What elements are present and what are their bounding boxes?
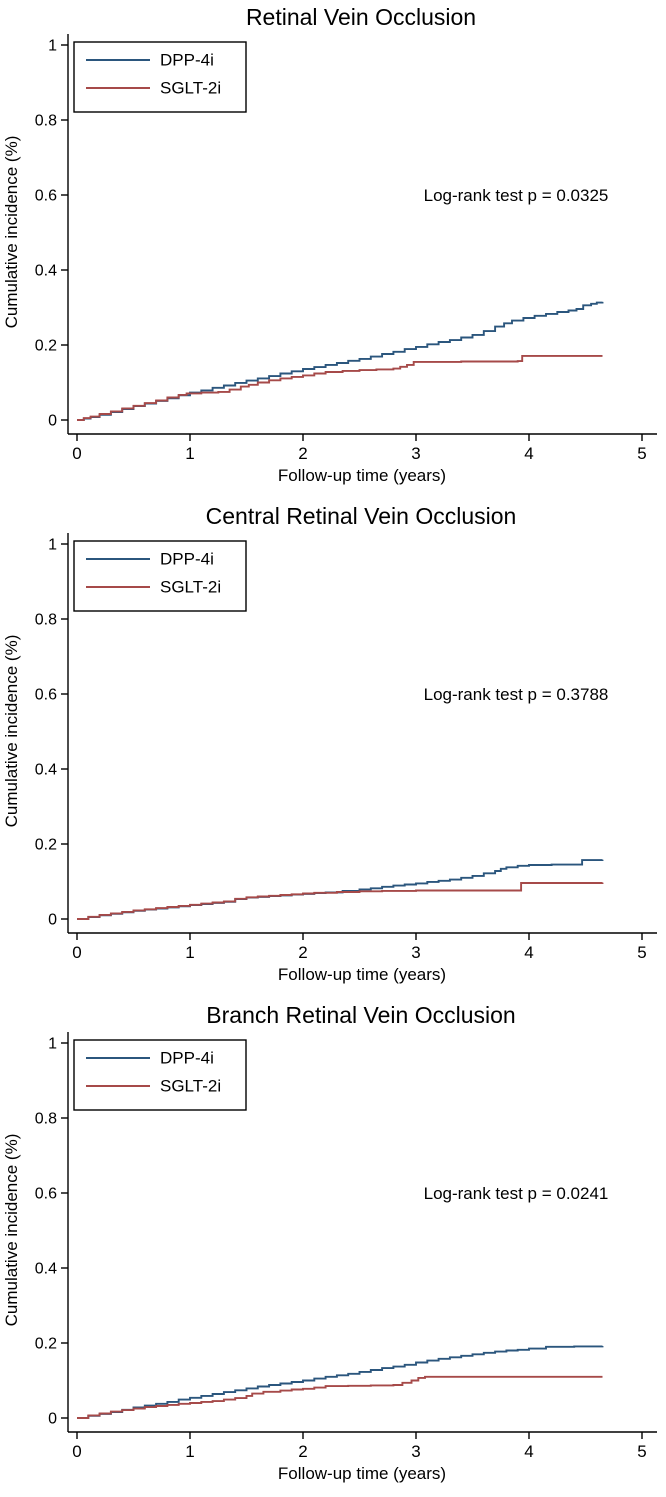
chart-block-crvo: Central Retinal Vein Occlusion 0 0.2 0.4 0.… (0, 499, 666, 998)
x-tick-label: 5 (637, 444, 646, 463)
legend: DPP-4i SGLT-2i (73, 1039, 247, 1111)
y-tick-label: 0.8 (35, 612, 57, 629)
legend-box (73, 1039, 247, 1111)
legend-label: DPP-4i (160, 550, 214, 569)
y-tick-label: 0.2 (35, 338, 57, 355)
chart-block-rvo: Retinal Vein Occlusion 0 0.2 0.4 0.6 0.8 1 0 1 2… (0, 0, 666, 499)
x-tick-label: 0 (72, 444, 81, 463)
km-chart-crvo: Central Retinal Vein Occlusion 0 0.2 0.4 0.… (2, 503, 657, 984)
series-curves (77, 859, 604, 920)
y-tick-label: 0.2 (35, 1336, 57, 1353)
x-tick-label: 4 (524, 444, 533, 463)
y-tick-label: 0.4 (35, 762, 57, 779)
legend-label: SGLT-2i (160, 1077, 221, 1096)
x-tick-label: 2 (298, 943, 307, 962)
y-tick-label: 0.4 (35, 1261, 57, 1278)
series-curves (77, 301, 604, 421)
y-tick-label: 1 (48, 38, 57, 55)
y-axis-label: Cumulative incidence (%) (2, 635, 21, 828)
x-tick-label: 5 (637, 1442, 646, 1461)
series-curves (77, 1345, 604, 1419)
y-axis-label: Cumulative incidence (%) (2, 1134, 21, 1327)
log-rank-annotation: Log-rank test p = 0.0325 (424, 186, 609, 205)
chart-title: Branch Retinal Vein Occlusion (206, 1002, 515, 1028)
x-tick-label: 1 (185, 943, 194, 962)
legend: DPP-4i SGLT-2i (73, 41, 247, 113)
axes: 0 0.2 0.4 0.6 0.8 1 0 1 2 3 4 5 (35, 533, 657, 962)
legend-box (73, 540, 247, 612)
legend-label: SGLT-2i (160, 79, 221, 98)
y-tick-label: 0.8 (35, 1111, 57, 1128)
x-axis-label: Follow-up time (years) (278, 965, 446, 984)
log-rank-annotation: Log-rank test p = 0.3788 (424, 685, 609, 704)
y-tick-label: 1 (48, 1036, 57, 1053)
x-tick-label: 2 (298, 444, 307, 463)
sglt2i-curve (77, 354, 603, 421)
y-tick-label: 1 (48, 537, 57, 554)
x-tick-label: 1 (185, 1442, 194, 1461)
y-tick-label: 0.4 (35, 263, 57, 280)
x-tick-label: 3 (411, 444, 420, 463)
y-tick-label: 0.6 (35, 188, 57, 205)
x-tick-label: 1 (185, 444, 194, 463)
y-tick-label: 0 (48, 1411, 57, 1428)
x-tick-label: 0 (72, 943, 81, 962)
x-tick-label: 5 (637, 943, 646, 962)
log-rank-annotation: Log-rank test p = 0.0241 (424, 1184, 609, 1203)
sglt2i-curve (77, 1375, 603, 1419)
x-tick-label: 4 (524, 943, 533, 962)
chart-block-brvo: Branch Retinal Vein Occlusion 0 0.2 0.4 0.6… (0, 998, 666, 1497)
x-tick-label: 3 (411, 1442, 420, 1461)
x-axis-label: Follow-up time (years) (278, 466, 446, 485)
y-tick-label: 0.6 (35, 687, 57, 704)
x-tick-label: 2 (298, 1442, 307, 1461)
x-axis-label: Follow-up time (years) (278, 1464, 446, 1483)
km-chart-brvo: Branch Retinal Vein Occlusion 0 0.2 0.4 0.6… (2, 1002, 657, 1483)
y-axis-label: Cumulative incidence (%) (2, 136, 21, 329)
y-tick-label: 0 (48, 413, 57, 430)
chart-title: Central Retinal Vein Occlusion (206, 503, 517, 529)
x-tick-label: 3 (411, 943, 420, 962)
y-tick-label: 0.8 (35, 113, 57, 130)
y-tick-label: 0 (48, 912, 57, 929)
legend-label: DPP-4i (160, 51, 214, 70)
y-tick-label: 0.2 (35, 837, 57, 854)
km-chart-rvo: Retinal Vein Occlusion 0 0.2 0.4 0.6 0.8 1 0 1 2… (2, 4, 657, 485)
legend-label: SGLT-2i (160, 578, 221, 597)
chart-title: Retinal Vein Occlusion (246, 4, 476, 30)
dpp4i-curve (77, 1345, 604, 1419)
x-tick-label: 0 (72, 1442, 81, 1461)
legend-label: DPP-4i (160, 1049, 214, 1068)
legend-box (73, 41, 247, 113)
axes: 0 0.2 0.4 0.6 0.8 1 0 1 2 3 4 5 (35, 1032, 657, 1461)
sglt2i-curve (77, 882, 604, 920)
axes: 0 0.2 0.4 0.6 0.8 1 0 1 2 3 4 5 (35, 34, 657, 463)
x-tick-label: 4 (524, 1442, 533, 1461)
legend: DPP-4i SGLT-2i (73, 540, 247, 612)
y-tick-label: 0.6 (35, 1186, 57, 1203)
